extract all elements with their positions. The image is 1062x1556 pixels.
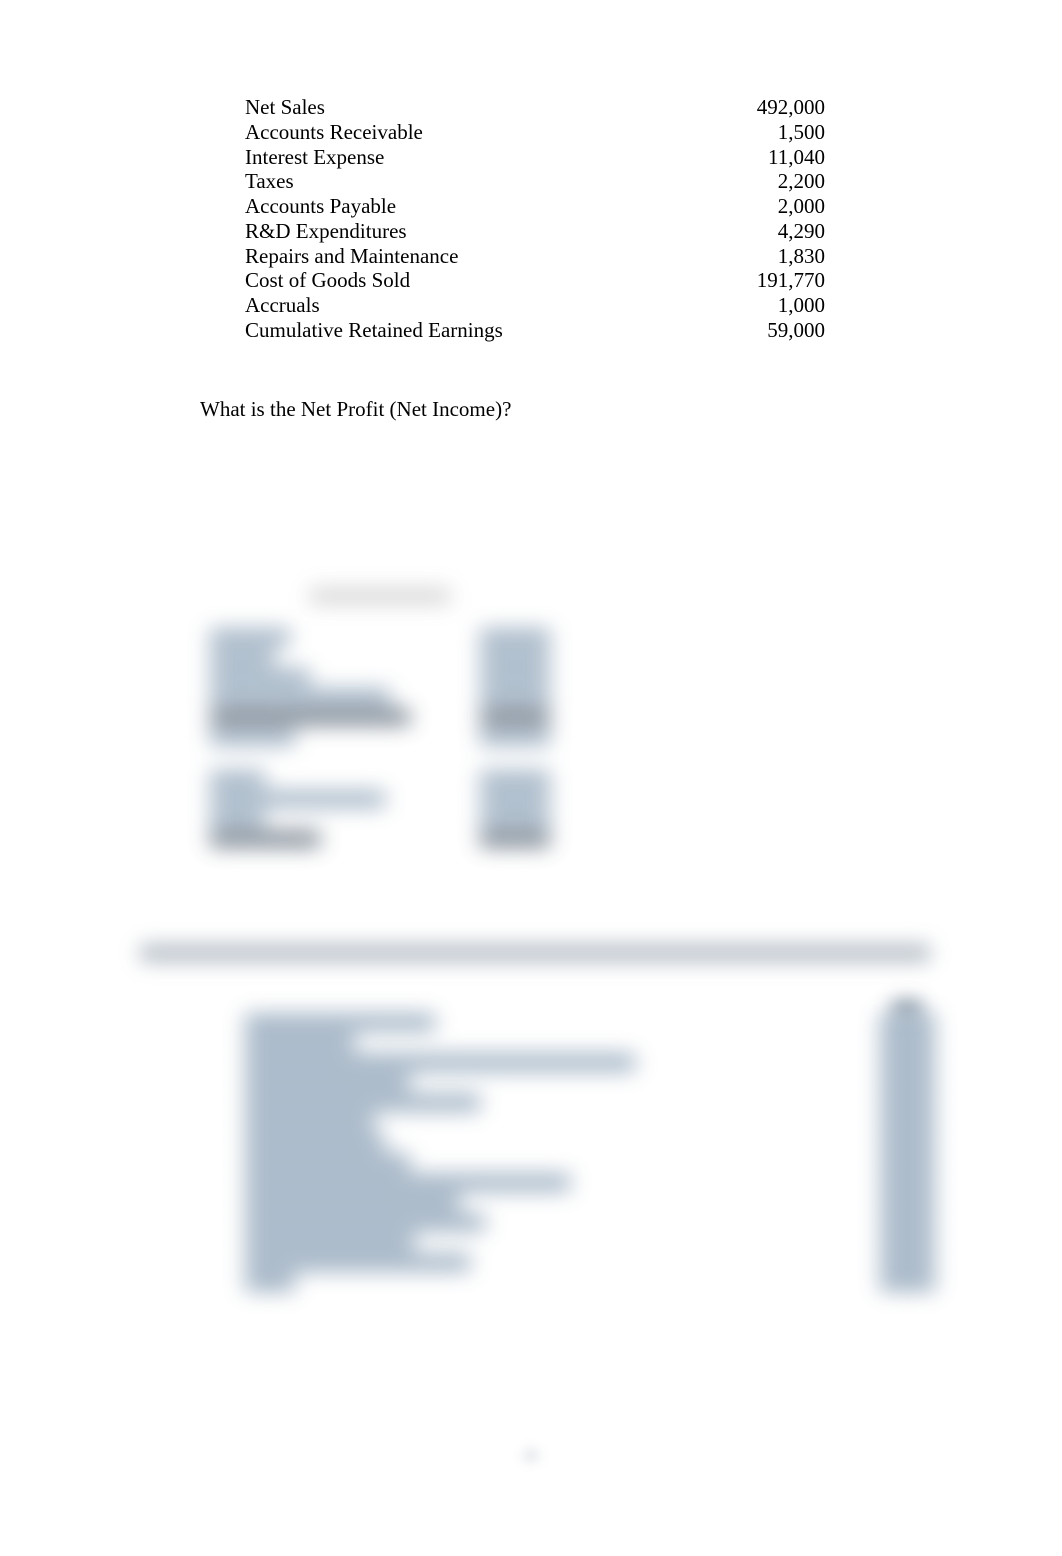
blurred-content-block-2 xyxy=(245,1015,935,1385)
row-value: 2,000 xyxy=(725,194,825,219)
table-row: Accounts Payable 2,000 xyxy=(245,194,825,219)
blurred-content-block-1 xyxy=(210,590,550,890)
table-row: Interest Expense 11,040 xyxy=(245,145,825,170)
row-value: 1,500 xyxy=(725,120,825,145)
page-number: -8- xyxy=(0,1445,1062,1466)
row-label: Net Sales xyxy=(245,95,325,120)
table-row: Cost of Goods Sold 191,770 xyxy=(245,268,825,293)
table-row: Accounts Receivable 1,500 xyxy=(245,120,825,145)
row-value: 11,040 xyxy=(725,145,825,170)
table-row: R&D Expenditures 4,290 xyxy=(245,219,825,244)
table-row: Taxes 2,200 xyxy=(245,169,825,194)
table-row: Net Sales 492,000 xyxy=(245,95,825,120)
table-row: Repairs and Maintenance 1,830 xyxy=(245,244,825,269)
row-label: R&D Expenditures xyxy=(245,219,407,244)
row-value: 1,000 xyxy=(725,293,825,318)
accounts-table: Net Sales 492,000 Accounts Receivable 1,… xyxy=(245,95,825,343)
row-label: Accruals xyxy=(245,293,320,318)
question-text: What is the Net Profit (Net Income)? xyxy=(200,397,511,422)
blurred-word xyxy=(892,1000,922,1016)
table-row: Accruals 1,000 xyxy=(245,293,825,318)
row-value: 4,290 xyxy=(725,219,825,244)
row-label: Accounts Payable xyxy=(245,194,396,219)
row-label: Cumulative Retained Earnings xyxy=(245,318,503,343)
row-label: Cost of Goods Sold xyxy=(245,268,410,293)
row-label: Interest Expense xyxy=(245,145,384,170)
blurred-sentence xyxy=(140,944,930,962)
row-value: 59,000 xyxy=(725,318,825,343)
row-label: Repairs and Maintenance xyxy=(245,244,458,269)
row-value: 492,000 xyxy=(725,95,825,120)
row-value: 2,200 xyxy=(725,169,825,194)
row-label: Accounts Receivable xyxy=(245,120,423,145)
table-row: Cumulative Retained Earnings 59,000 xyxy=(245,318,825,343)
row-value: 1,830 xyxy=(725,244,825,269)
row-label: Taxes xyxy=(245,169,294,194)
row-value: 191,770 xyxy=(725,268,825,293)
